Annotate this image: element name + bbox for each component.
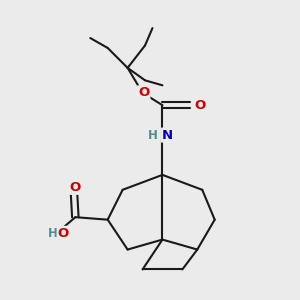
- Text: O: O: [194, 99, 206, 112]
- Text: O: O: [58, 227, 69, 240]
- Text: N: N: [162, 129, 173, 142]
- Text: H: H: [48, 227, 58, 240]
- Text: H: H: [148, 129, 158, 142]
- Text: O: O: [70, 181, 81, 194]
- Text: O: O: [138, 86, 149, 99]
